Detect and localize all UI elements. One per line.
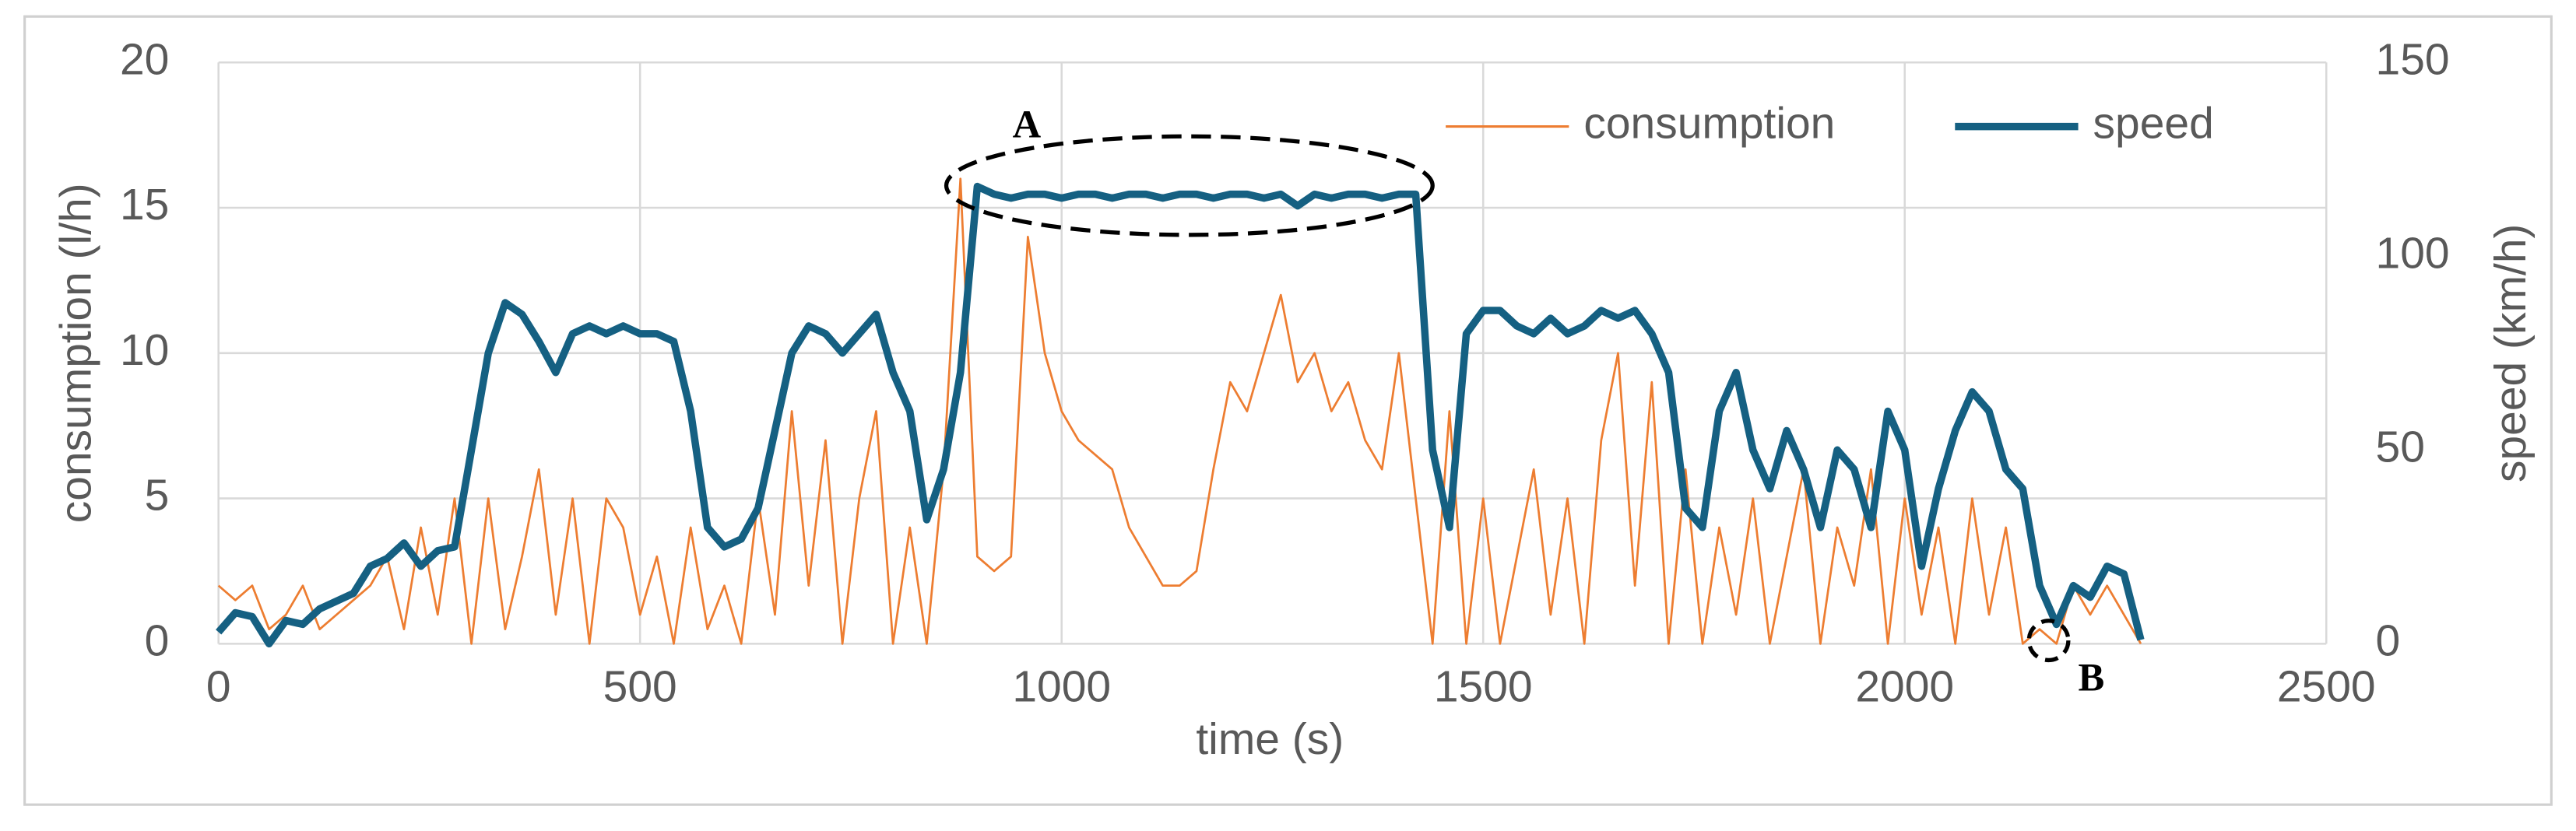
y2-tick-label: 0 bbox=[2376, 615, 2401, 665]
y-tick-label: 10 bbox=[120, 325, 169, 375]
x-tick-label: 1000 bbox=[1012, 661, 1111, 711]
x-tick-label: 2000 bbox=[1855, 661, 1954, 711]
y-tick-label: 5 bbox=[145, 471, 170, 521]
y-axis-title: consumption (l/h) bbox=[51, 183, 100, 523]
legend-label: speed bbox=[2093, 99, 2214, 149]
series-line bbox=[217, 177, 2142, 645]
y2-axis-title: speed (km/h) bbox=[2486, 224, 2536, 482]
legend: consumption speed bbox=[1446, 99, 2214, 149]
annotation: A bbox=[1013, 102, 1042, 146]
x-tick-label: 0 bbox=[206, 661, 231, 711]
legend-label: consumption bbox=[1583, 99, 1835, 149]
plot bbox=[216, 177, 2145, 648]
series-line bbox=[216, 182, 2145, 648]
y-tick-label: 0 bbox=[145, 615, 170, 665]
annotation: B bbox=[2079, 655, 2105, 699]
y-tick-label: 15 bbox=[120, 180, 169, 230]
chart-border bbox=[23, 15, 2553, 806]
grid bbox=[217, 61, 2328, 645]
y2-tick-label: 50 bbox=[2376, 422, 2425, 472]
annotation-circle bbox=[2026, 619, 2071, 663]
y-tick-label: 20 bbox=[120, 34, 169, 84]
x-axis-title: time (s) bbox=[1196, 714, 1344, 764]
y2-tick-label: 150 bbox=[2376, 34, 2450, 84]
annotation-ellipse bbox=[944, 134, 1435, 237]
x-tick-label: 500 bbox=[603, 661, 677, 711]
x-tick-label: 1500 bbox=[1434, 661, 1533, 711]
y2-tick-label: 100 bbox=[2376, 228, 2450, 278]
x-tick-label: 2500 bbox=[2277, 661, 2376, 711]
